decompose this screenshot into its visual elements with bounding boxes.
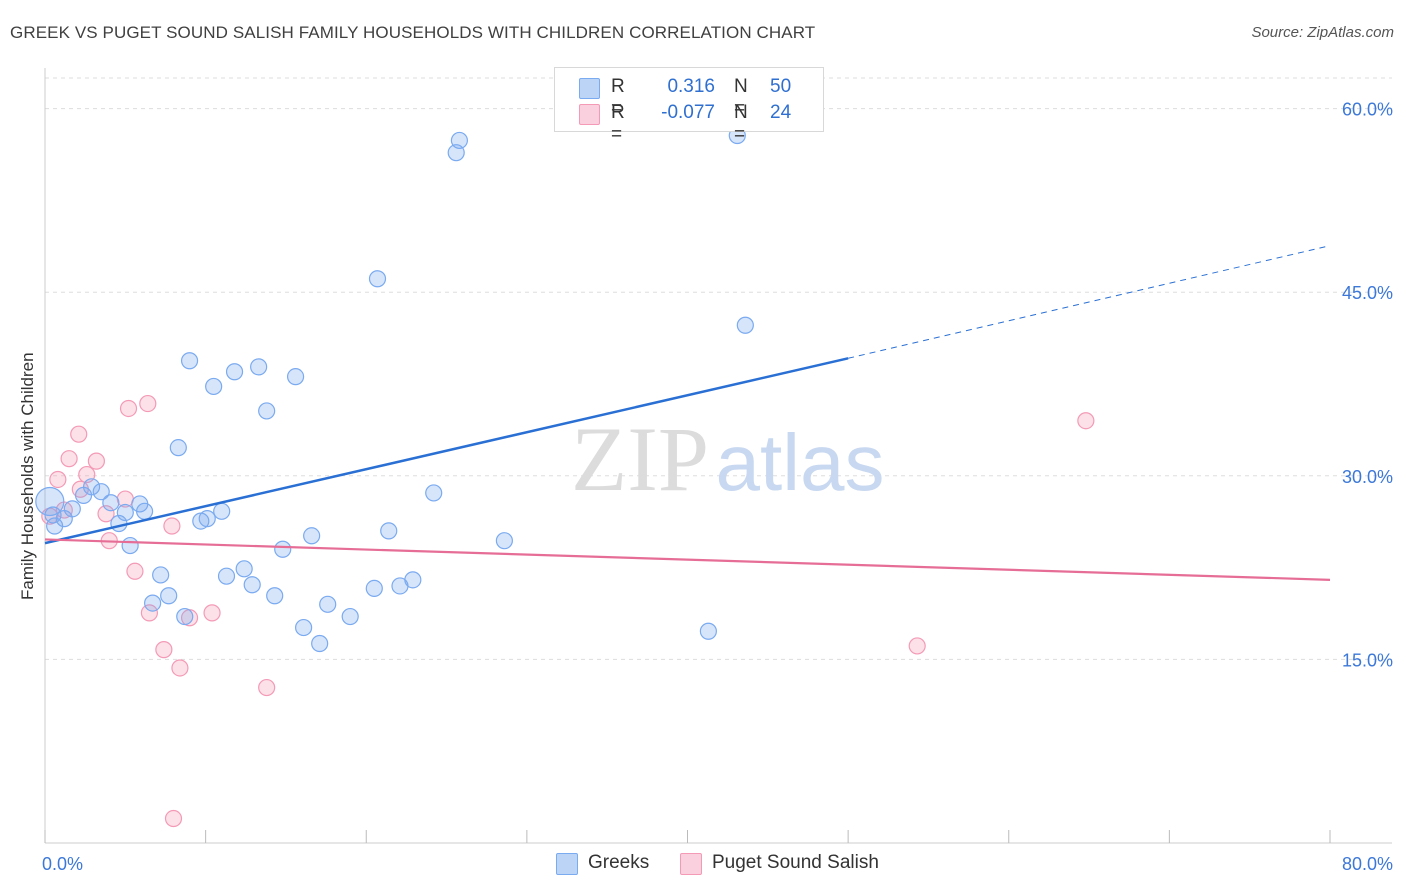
salish-point bbox=[164, 809, 183, 828]
watermark: ZIP atlas bbox=[571, 408, 884, 510]
greeks-point bbox=[303, 527, 321, 545]
greeks-point bbox=[250, 358, 268, 376]
greeks-point bbox=[144, 594, 162, 612]
series-salish-points bbox=[41, 394, 1095, 828]
greeks-point bbox=[205, 377, 223, 396]
n-value: 50 bbox=[770, 76, 792, 97]
greeks-point bbox=[736, 316, 754, 334]
greeks-point bbox=[176, 607, 194, 626]
salish-swatch bbox=[579, 104, 600, 125]
greeks-point bbox=[341, 607, 359, 626]
greeks-point bbox=[235, 560, 253, 578]
greeks-point bbox=[102, 494, 120, 512]
greeks-point bbox=[258, 402, 276, 420]
chart-title: GREEK VS PUGET SOUND SALISH FAMILY HOUSE… bbox=[10, 23, 816, 42]
greeks-point bbox=[365, 579, 383, 598]
greeks-trendline-extension bbox=[848, 245, 1331, 359]
greeks-point bbox=[121, 536, 139, 555]
greeks-point bbox=[699, 622, 717, 640]
x-tick-label: 0.0% bbox=[42, 854, 83, 874]
y-tick-label: 60.0% bbox=[1342, 100, 1393, 120]
source-label: Source: ZipAtlas.com bbox=[1251, 24, 1394, 41]
salish-point bbox=[119, 399, 138, 418]
greeks-point bbox=[180, 352, 199, 370]
greeks-point bbox=[495, 532, 513, 550]
r-label: R = bbox=[611, 76, 625, 119]
salish-legend-label: Puget Sound Salish bbox=[712, 852, 879, 873]
salish-legend-swatch bbox=[680, 853, 702, 875]
salish-point bbox=[49, 470, 67, 489]
greeks-point bbox=[35, 486, 65, 517]
salish-point bbox=[1077, 412, 1095, 430]
greeks-point bbox=[286, 368, 305, 386]
salish-point bbox=[126, 562, 144, 580]
greeks-point bbox=[311, 634, 329, 653]
r-value: -0.077 bbox=[661, 102, 715, 123]
salish-point bbox=[171, 659, 189, 677]
tick-labels: 15.0% 30.0% 45.0% 60.0% 0.0% 80.0% bbox=[42, 100, 1393, 874]
salish-point bbox=[139, 394, 157, 413]
trendlines bbox=[44, 245, 1331, 581]
greeks-swatch bbox=[579, 78, 600, 99]
correlation-legend: R = 0.316 N = 50 R = -0.077 N = 24 bbox=[554, 67, 824, 145]
salish-point bbox=[155, 641, 173, 659]
greeks-point bbox=[217, 567, 236, 585]
greeks-point bbox=[213, 502, 231, 520]
salish-point bbox=[140, 604, 159, 622]
greeks-point bbox=[160, 587, 178, 605]
greeks-point bbox=[425, 484, 443, 502]
greeks-point bbox=[82, 478, 101, 496]
watermark-atlas: atlas bbox=[716, 418, 885, 507]
greeks-point bbox=[274, 540, 292, 558]
greeks-point bbox=[135, 502, 154, 520]
salish-point bbox=[87, 452, 106, 470]
greeks-point bbox=[152, 566, 170, 584]
greeks-trendline bbox=[44, 357, 849, 545]
salish-point bbox=[908, 637, 926, 655]
n-label: N = bbox=[734, 76, 748, 119]
greeks-point bbox=[225, 363, 244, 381]
greeks-legend-swatch bbox=[556, 853, 578, 875]
greeks-point bbox=[450, 131, 469, 150]
axes bbox=[44, 68, 1392, 844]
greeks-point bbox=[266, 587, 284, 605]
greeks-point bbox=[380, 522, 398, 540]
greeks-point bbox=[92, 483, 110, 501]
n-label: N = bbox=[734, 102, 748, 145]
greeks-point bbox=[169, 439, 187, 457]
greeks-point bbox=[368, 270, 387, 288]
series-greeks-points bbox=[35, 126, 754, 653]
y-tick-label: 30.0% bbox=[1342, 467, 1393, 487]
n-value: 24 bbox=[770, 102, 792, 123]
greeks-point bbox=[404, 571, 422, 589]
salish-point bbox=[203, 604, 221, 622]
y-tick-label: 45.0% bbox=[1342, 283, 1393, 303]
greeks-point bbox=[243, 576, 261, 594]
salish-point bbox=[163, 517, 181, 535]
watermark-zip: ZIP bbox=[571, 408, 709, 510]
y-axis-title: Family Households with Children bbox=[18, 352, 37, 600]
salish-point bbox=[97, 505, 115, 523]
greeks-point bbox=[116, 503, 134, 522]
greeks-point bbox=[295, 618, 313, 637]
y-tick-label: 15.0% bbox=[1342, 650, 1393, 670]
x-tick-label: 80.0% bbox=[1342, 854, 1393, 874]
greeks-point bbox=[319, 595, 337, 613]
r-value: 0.316 bbox=[667, 76, 715, 97]
salish-point bbox=[60, 450, 78, 468]
greeks-point bbox=[63, 500, 81, 518]
greeks-point bbox=[198, 510, 216, 528]
greeks-legend-label: Greeks bbox=[588, 852, 650, 873]
salish-trendline bbox=[44, 538, 1331, 581]
salish-point bbox=[70, 425, 88, 443]
salish-point bbox=[258, 678, 276, 697]
r-label: R = bbox=[611, 102, 625, 145]
